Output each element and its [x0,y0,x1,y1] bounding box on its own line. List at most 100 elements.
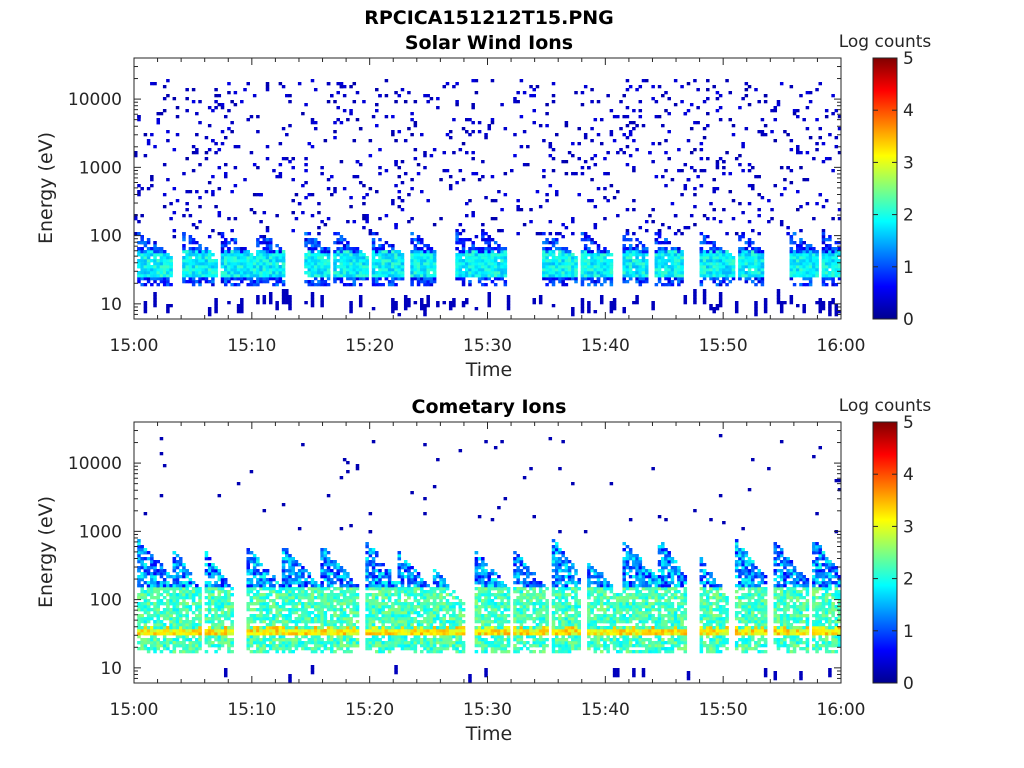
heatmap-cell [394,307,398,311]
heatmap-cell [513,154,517,158]
heatmap-cell [323,223,328,227]
heatmap-cell [191,271,196,275]
heatmap-cell [259,235,263,239]
heatmap-cell [137,190,141,194]
heatmap-cell [821,256,826,260]
heatmap-cell [185,250,189,254]
heatmap-cell [487,241,492,245]
heatmap-cell [156,262,161,266]
heatmap-cell [783,187,787,191]
heatmap-cell [166,310,170,314]
heatmap-cell [632,253,636,257]
heatmap-cell [172,587,177,591]
heatmap-cell [789,238,794,242]
heatmap-cell [609,301,614,305]
heatmap-cell [702,301,707,305]
heatmap-cell [815,142,819,146]
heatmap-cell [394,163,398,167]
heatmap-cell [166,593,170,597]
heatmap-cell [252,163,257,167]
heatmap-cell [143,133,148,137]
heatmap-cell [728,268,733,272]
x-tick-label: 15:10 [227,336,276,356]
heatmap-cell [185,265,189,269]
heatmap-cell [143,569,148,573]
heatmap-cell [346,277,350,281]
heatmap-cell [310,118,315,122]
heatmap-cell [426,283,430,287]
heatmap-cell [638,262,643,266]
heatmap-cell [336,238,340,242]
heatmap-cell [265,265,270,269]
heatmap-cell [468,118,472,122]
heatmap-cell [137,593,141,597]
heatmap-cell [140,566,144,570]
heatmap-cell [693,223,697,227]
heatmap-cell [609,304,614,308]
heatmap-cell [384,277,389,281]
heatmap-cell [143,596,148,600]
heatmap-cell [240,268,244,272]
heatmap-cell [644,268,649,272]
heatmap-cell [808,262,813,266]
heatmap-cell [548,262,553,266]
heatmap-cell [137,596,141,600]
heatmap-cell [265,268,270,272]
heatmap-cell [150,590,154,594]
heatmap-cell [712,247,716,251]
heatmap-cell [532,121,536,125]
heatmap-cell [378,148,382,152]
heatmap-cell [281,295,286,299]
heatmap-cell [195,271,199,275]
heatmap-cell [628,518,633,522]
heatmap-cell [256,271,260,275]
heatmap-cell [702,265,707,269]
heatmap-cell [808,283,813,287]
heatmap-cell [423,271,427,275]
heatmap-cell [824,157,829,161]
heatmap-cell [622,244,626,248]
heatmap-cell [400,181,405,185]
heatmap-cell [548,250,553,254]
heatmap-cell [548,142,553,146]
heatmap-cell [490,217,495,221]
heatmap-cell [532,515,536,519]
heatmap-cell [313,256,318,260]
heatmap-cell [837,488,842,492]
heatmap-cell [702,274,707,278]
heatmap-cell [407,298,411,302]
heatmap-cell [394,256,398,260]
heatmap-cell [358,262,363,266]
heatmap-cell [140,551,144,555]
heatmap-cell [137,118,141,122]
heatmap-cell [625,250,630,254]
heatmap-cell [281,280,286,284]
heatmap-cell [821,253,826,257]
heatmap-cell [159,602,164,606]
heatmap-cell [657,229,662,233]
heatmap-cell [275,175,279,179]
heatmap-cell [625,106,630,110]
heatmap-cell [249,151,254,155]
heatmap-cell [596,247,601,251]
heatmap-cell [336,271,340,275]
heatmap-cell [355,464,360,468]
heatmap-cell [162,638,167,642]
heatmap-cell [808,268,813,272]
heatmap-cell [789,295,794,299]
heatmap-cell [712,280,716,284]
heatmap-cell [760,262,765,266]
heatmap-cell [747,241,752,245]
heatmap-cell [673,247,678,251]
heatmap-cell [420,238,424,242]
heatmap-cell [159,280,164,284]
heatmap-cell [542,265,546,269]
heatmap-cell [259,262,263,266]
heatmap-cell [355,118,360,122]
heatmap-cell [558,247,562,251]
heatmap-cell [358,298,363,302]
heatmap-cell [638,100,643,104]
heatmap-cell [654,259,659,263]
heatmap-cell [137,232,141,236]
heatmap-cell [198,196,202,200]
